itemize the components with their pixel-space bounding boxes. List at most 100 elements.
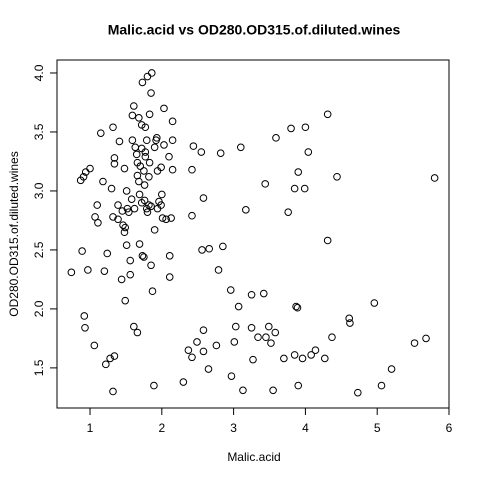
point	[110, 160, 119, 168]
point	[214, 266, 223, 274]
point	[147, 261, 155, 270]
point	[422, 334, 430, 343]
plot-box	[56, 59, 450, 409]
point	[284, 208, 292, 216]
point	[262, 333, 270, 342]
point	[157, 163, 165, 172]
point	[141, 152, 150, 161]
point	[107, 184, 116, 193]
point	[254, 333, 262, 342]
x-tick-label: 3	[230, 421, 237, 435]
x-tick-label: 4	[302, 421, 309, 435]
x-tick-label: 5	[374, 421, 381, 435]
point	[301, 123, 310, 132]
point	[142, 136, 151, 145]
point	[377, 381, 386, 390]
point	[123, 204, 132, 213]
point	[236, 143, 245, 152]
y-axis-label: OD280.OD315.of.diluted.wines	[7, 151, 21, 316]
point	[430, 174, 439, 182]
point	[323, 110, 332, 119]
point	[122, 241, 131, 250]
point	[167, 214, 175, 222]
y-tick-label: 1.5	[32, 359, 46, 376]
chart-title: Malic.acid vs OD280.OD315.of.diluted.win…	[108, 22, 401, 38]
point	[160, 141, 168, 149]
point	[160, 104, 168, 113]
point	[165, 152, 173, 161]
point	[189, 142, 198, 150]
y-tick-label: 2.5	[32, 241, 46, 258]
point	[150, 381, 158, 390]
point	[158, 214, 167, 222]
point	[292, 302, 300, 311]
point	[188, 211, 196, 220]
point	[290, 184, 299, 193]
point	[261, 180, 270, 188]
point	[311, 346, 320, 354]
point	[328, 333, 336, 342]
point	[110, 352, 119, 360]
point	[294, 168, 303, 176]
point	[193, 338, 201, 346]
point	[135, 177, 143, 186]
point	[280, 354, 288, 363]
point	[67, 268, 76, 277]
x-tick-label: 2	[158, 421, 165, 435]
point	[143, 208, 152, 216]
x-tick-label: 1	[87, 421, 94, 435]
point	[114, 215, 122, 224]
point	[205, 244, 214, 253]
point	[294, 381, 303, 390]
point	[346, 319, 354, 327]
point	[109, 387, 117, 396]
point	[290, 351, 299, 359]
point	[147, 202, 155, 211]
point	[90, 341, 99, 350]
point	[387, 365, 396, 373]
point	[136, 162, 145, 170]
point	[272, 134, 280, 142]
point	[81, 323, 89, 332]
point	[354, 388, 362, 397]
point	[242, 206, 250, 214]
point	[188, 353, 196, 362]
point	[150, 226, 159, 234]
point	[247, 290, 256, 299]
point	[259, 289, 268, 298]
point	[304, 148, 313, 156]
point	[141, 123, 150, 132]
point	[165, 252, 174, 260]
point	[370, 299, 379, 307]
point	[121, 223, 130, 232]
point	[124, 208, 133, 216]
point	[140, 253, 148, 261]
point	[93, 201, 102, 209]
x-tick-label: 6	[446, 421, 453, 435]
point	[114, 201, 122, 209]
point	[110, 154, 119, 162]
point	[199, 194, 208, 202]
point	[298, 354, 307, 363]
point	[140, 196, 149, 205]
point	[293, 303, 302, 312]
point	[120, 228, 129, 237]
point	[119, 221, 127, 229]
point	[168, 165, 177, 174]
point	[333, 172, 341, 181]
point	[126, 270, 135, 279]
point	[204, 365, 213, 373]
point	[410, 339, 419, 347]
point	[79, 172, 88, 181]
point	[103, 249, 112, 258]
point	[117, 275, 126, 284]
point	[147, 69, 156, 77]
point	[135, 190, 144, 199]
point	[121, 296, 130, 305]
point	[80, 312, 89, 320]
point	[145, 110, 154, 119]
point	[133, 328, 142, 337]
point	[184, 346, 193, 354]
point	[135, 240, 144, 248]
point	[345, 314, 354, 323]
